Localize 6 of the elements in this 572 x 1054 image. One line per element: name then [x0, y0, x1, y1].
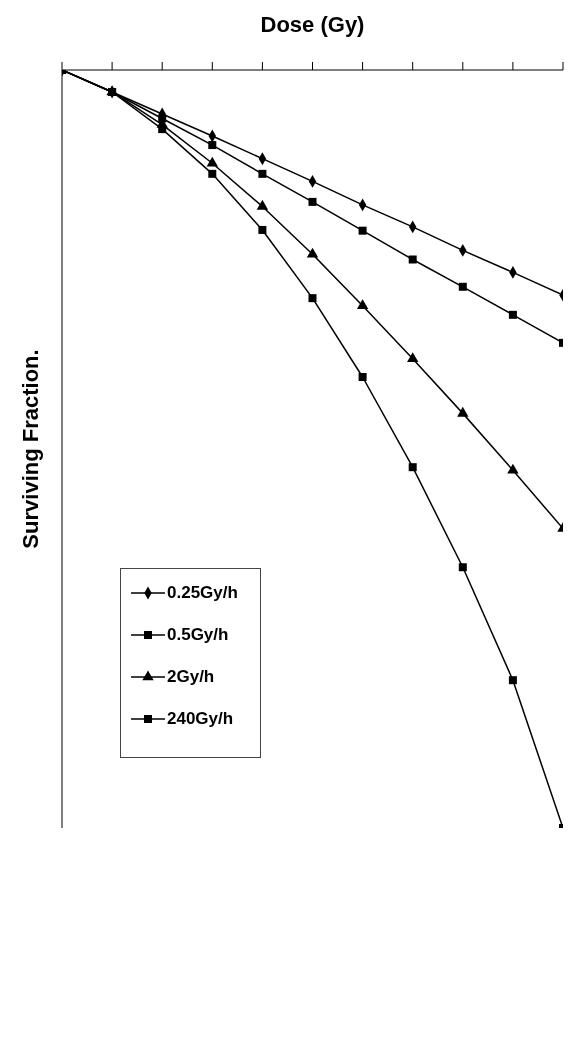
x-axis-title: Dose (Gy) — [260, 11, 365, 37]
legend-label: 0.25Gy/h — [167, 583, 238, 603]
legend-label: 2Gy/h — [167, 667, 215, 687]
y-axis-title: Surviving Fraction. — [17, 349, 43, 549]
legend-label: 240Gy/h — [167, 709, 234, 729]
legend-label: 0.5Gy/h — [167, 625, 229, 645]
